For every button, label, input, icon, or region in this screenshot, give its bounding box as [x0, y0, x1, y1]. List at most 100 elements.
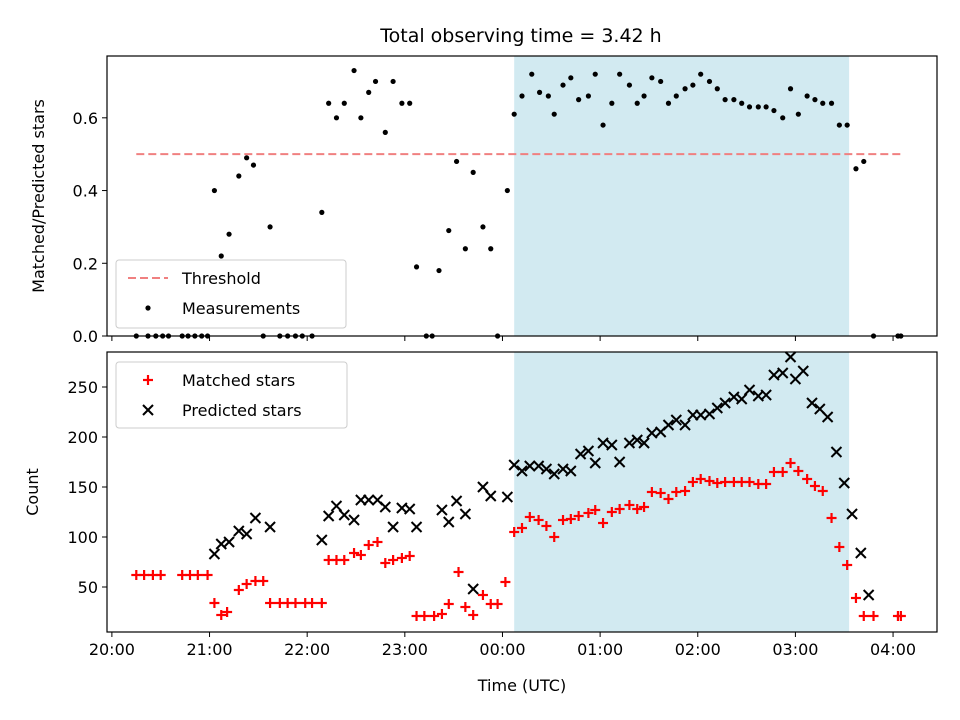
predicted-star-point-b	[443, 516, 455, 528]
measurement-point	[399, 100, 405, 106]
legend-measurement-marker	[145, 305, 151, 311]
predicted-star-point-b	[838, 477, 850, 489]
measurement-point	[787, 86, 794, 92]
predicted-star-point	[508, 459, 520, 471]
matched-star-point	[500, 577, 511, 587]
predicted-star-point	[735, 393, 748, 405]
legend-entry: Threshold	[128, 269, 261, 288]
matched-star-point	[817, 486, 828, 496]
measurement-point	[682, 86, 688, 92]
predicted-star-point	[403, 503, 416, 515]
predicted-star-point-b	[240, 528, 253, 540]
predicted-star-point-b	[459, 508, 472, 520]
predicted-star-point	[597, 437, 609, 449]
matched-star-point	[858, 611, 869, 621]
measurement-point	[358, 115, 364, 121]
predicted-star-point	[436, 504, 448, 516]
observing-window-span	[514, 56, 850, 336]
matched-star-point	[842, 560, 853, 570]
measurement-point	[511, 111, 517, 117]
matched-star-point	[632, 504, 643, 514]
measurement-point	[250, 162, 257, 168]
measurement-point	[634, 100, 640, 106]
predicted-star-point-b	[597, 437, 609, 449]
x-tick-label: 23:00	[382, 640, 428, 659]
legend-label: Matched stars	[182, 371, 295, 390]
matched-star-point	[583, 508, 594, 518]
predicted-star-point	[631, 434, 643, 446]
measurement-point	[665, 100, 672, 106]
matched-star-point	[639, 502, 650, 512]
matched-star-point	[785, 458, 796, 468]
matched-star-point	[687, 477, 698, 487]
measurement-point	[480, 224, 486, 230]
measurement-point	[844, 122, 850, 128]
x-tick-label: 22:00	[284, 640, 330, 659]
measurement-point	[739, 100, 745, 106]
measurement-point	[319, 209, 325, 215]
measurement-point	[413, 264, 420, 270]
predicted-star-point	[638, 437, 650, 449]
chart-title: Total observing time = 3.42 h	[379, 25, 661, 47]
matched-star-point	[419, 611, 430, 621]
predicted-star-point	[830, 446, 843, 458]
predicted-star-point-b	[662, 419, 675, 431]
measurement-point	[780, 115, 786, 121]
measurement-point	[828, 100, 835, 106]
predicted-star-point-b	[410, 521, 423, 533]
legend-box	[115, 259, 347, 329]
x-tick-label: 01:00	[577, 640, 623, 659]
predicted-star-point-b	[797, 365, 809, 377]
y-tick-label: 100	[67, 528, 98, 547]
matched-star-point	[680, 486, 691, 496]
measurement-point	[545, 93, 551, 99]
predicted-star-point	[777, 367, 789, 379]
predicted-star-point	[524, 460, 536, 472]
matched-star-point	[202, 570, 213, 580]
matched-star-point	[895, 611, 906, 621]
predicted-star-point	[379, 501, 392, 513]
matched-star-point	[744, 477, 755, 487]
predicted-star-point	[450, 495, 463, 507]
measurement-point	[382, 129, 388, 135]
predicted-star-point-b	[316, 534, 328, 546]
y-tick-label: 200	[67, 428, 98, 447]
measurement-point	[267, 224, 273, 230]
predicted-star-point	[806, 397, 818, 409]
predicted-star-point	[703, 408, 716, 420]
predicted-star-point	[240, 528, 253, 540]
measurement-point	[592, 71, 598, 77]
predicted-star-point-b	[215, 538, 227, 550]
predicted-star-point	[623, 437, 636, 449]
matched-star-point	[868, 611, 879, 621]
predicted-star-point	[582, 445, 595, 457]
predicted-star-point	[316, 534, 328, 546]
predicted-star-point-b	[606, 439, 618, 451]
matched-star-point	[453, 567, 464, 577]
predicted-star-point-b	[777, 367, 789, 379]
measurement-point	[536, 89, 543, 95]
predicted-star-point-b	[589, 457, 601, 469]
measurement-point	[446, 227, 452, 234]
predicted-star-point	[784, 351, 797, 363]
matched-star-point	[241, 579, 252, 589]
matched-star-point	[663, 494, 674, 504]
matched-star-point	[265, 598, 276, 608]
matched-star-point	[704, 476, 715, 486]
predicted-star-point-b	[631, 434, 643, 446]
predicted-star-point-b	[703, 408, 716, 420]
measurement-point	[218, 253, 224, 259]
predicted-star-point	[679, 419, 691, 431]
predicted-star-point	[410, 521, 423, 533]
predicted-star-point-b	[694, 409, 707, 421]
matched-star-point	[404, 551, 415, 561]
matched-star-point	[549, 532, 560, 542]
measurement-point	[372, 78, 379, 85]
matched-star-point	[768, 467, 779, 477]
matched-star-point	[316, 598, 327, 608]
predicted-star-point	[322, 510, 335, 522]
predicted-star-point	[606, 439, 618, 451]
matched-star-point	[834, 542, 845, 552]
predicted-star-point	[838, 477, 850, 489]
legend-entry: Matched stars	[143, 371, 295, 390]
